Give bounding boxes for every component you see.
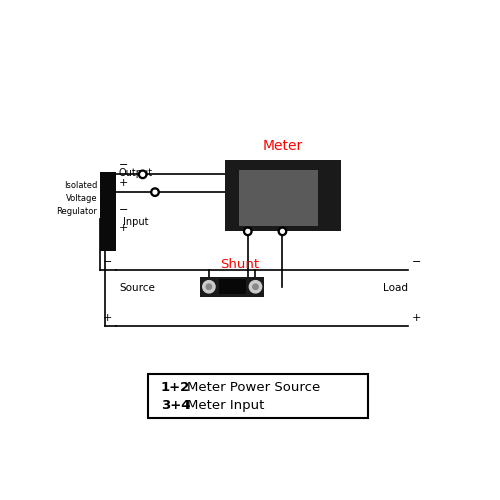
Text: +: + xyxy=(118,222,128,232)
Text: 4: 4 xyxy=(280,229,284,234)
Text: +: + xyxy=(412,312,421,322)
Text: Meter Power Source: Meter Power Source xyxy=(187,380,320,394)
Circle shape xyxy=(206,284,212,290)
Text: Regulator: Regulator xyxy=(56,207,97,216)
Circle shape xyxy=(278,227,286,235)
Bar xyxy=(148,374,368,418)
Text: Shunt: Shunt xyxy=(220,258,260,271)
Text: +: + xyxy=(104,312,112,322)
Circle shape xyxy=(141,172,144,176)
Circle shape xyxy=(280,230,284,233)
Circle shape xyxy=(202,280,215,293)
Text: 3: 3 xyxy=(246,229,250,234)
Text: 2: 2 xyxy=(153,190,157,194)
Text: −: − xyxy=(412,256,421,266)
Text: Meter Input: Meter Input xyxy=(187,399,264,412)
Text: Load: Load xyxy=(384,284,408,294)
Circle shape xyxy=(246,230,250,233)
Circle shape xyxy=(244,227,252,235)
Bar xyxy=(239,170,318,226)
Text: −: − xyxy=(118,160,128,170)
Bar xyxy=(200,277,264,297)
Circle shape xyxy=(138,170,147,178)
Text: Source: Source xyxy=(119,284,155,294)
Text: 3+4: 3+4 xyxy=(161,399,190,412)
Text: 1: 1 xyxy=(140,172,145,177)
Text: Voltage: Voltage xyxy=(66,194,97,203)
Text: Isolated: Isolated xyxy=(64,182,97,190)
Circle shape xyxy=(151,188,159,196)
Bar xyxy=(100,172,116,250)
Bar xyxy=(226,160,341,232)
Text: Output: Output xyxy=(118,168,152,177)
Circle shape xyxy=(253,284,258,290)
Text: 1+2: 1+2 xyxy=(161,380,190,394)
Text: −: − xyxy=(104,256,112,266)
Circle shape xyxy=(250,280,262,293)
Text: +: + xyxy=(118,178,128,188)
Bar xyxy=(218,280,246,294)
Circle shape xyxy=(153,190,157,194)
Text: −: − xyxy=(118,205,128,215)
Text: Input: Input xyxy=(124,216,149,226)
Text: Meter: Meter xyxy=(263,139,304,153)
